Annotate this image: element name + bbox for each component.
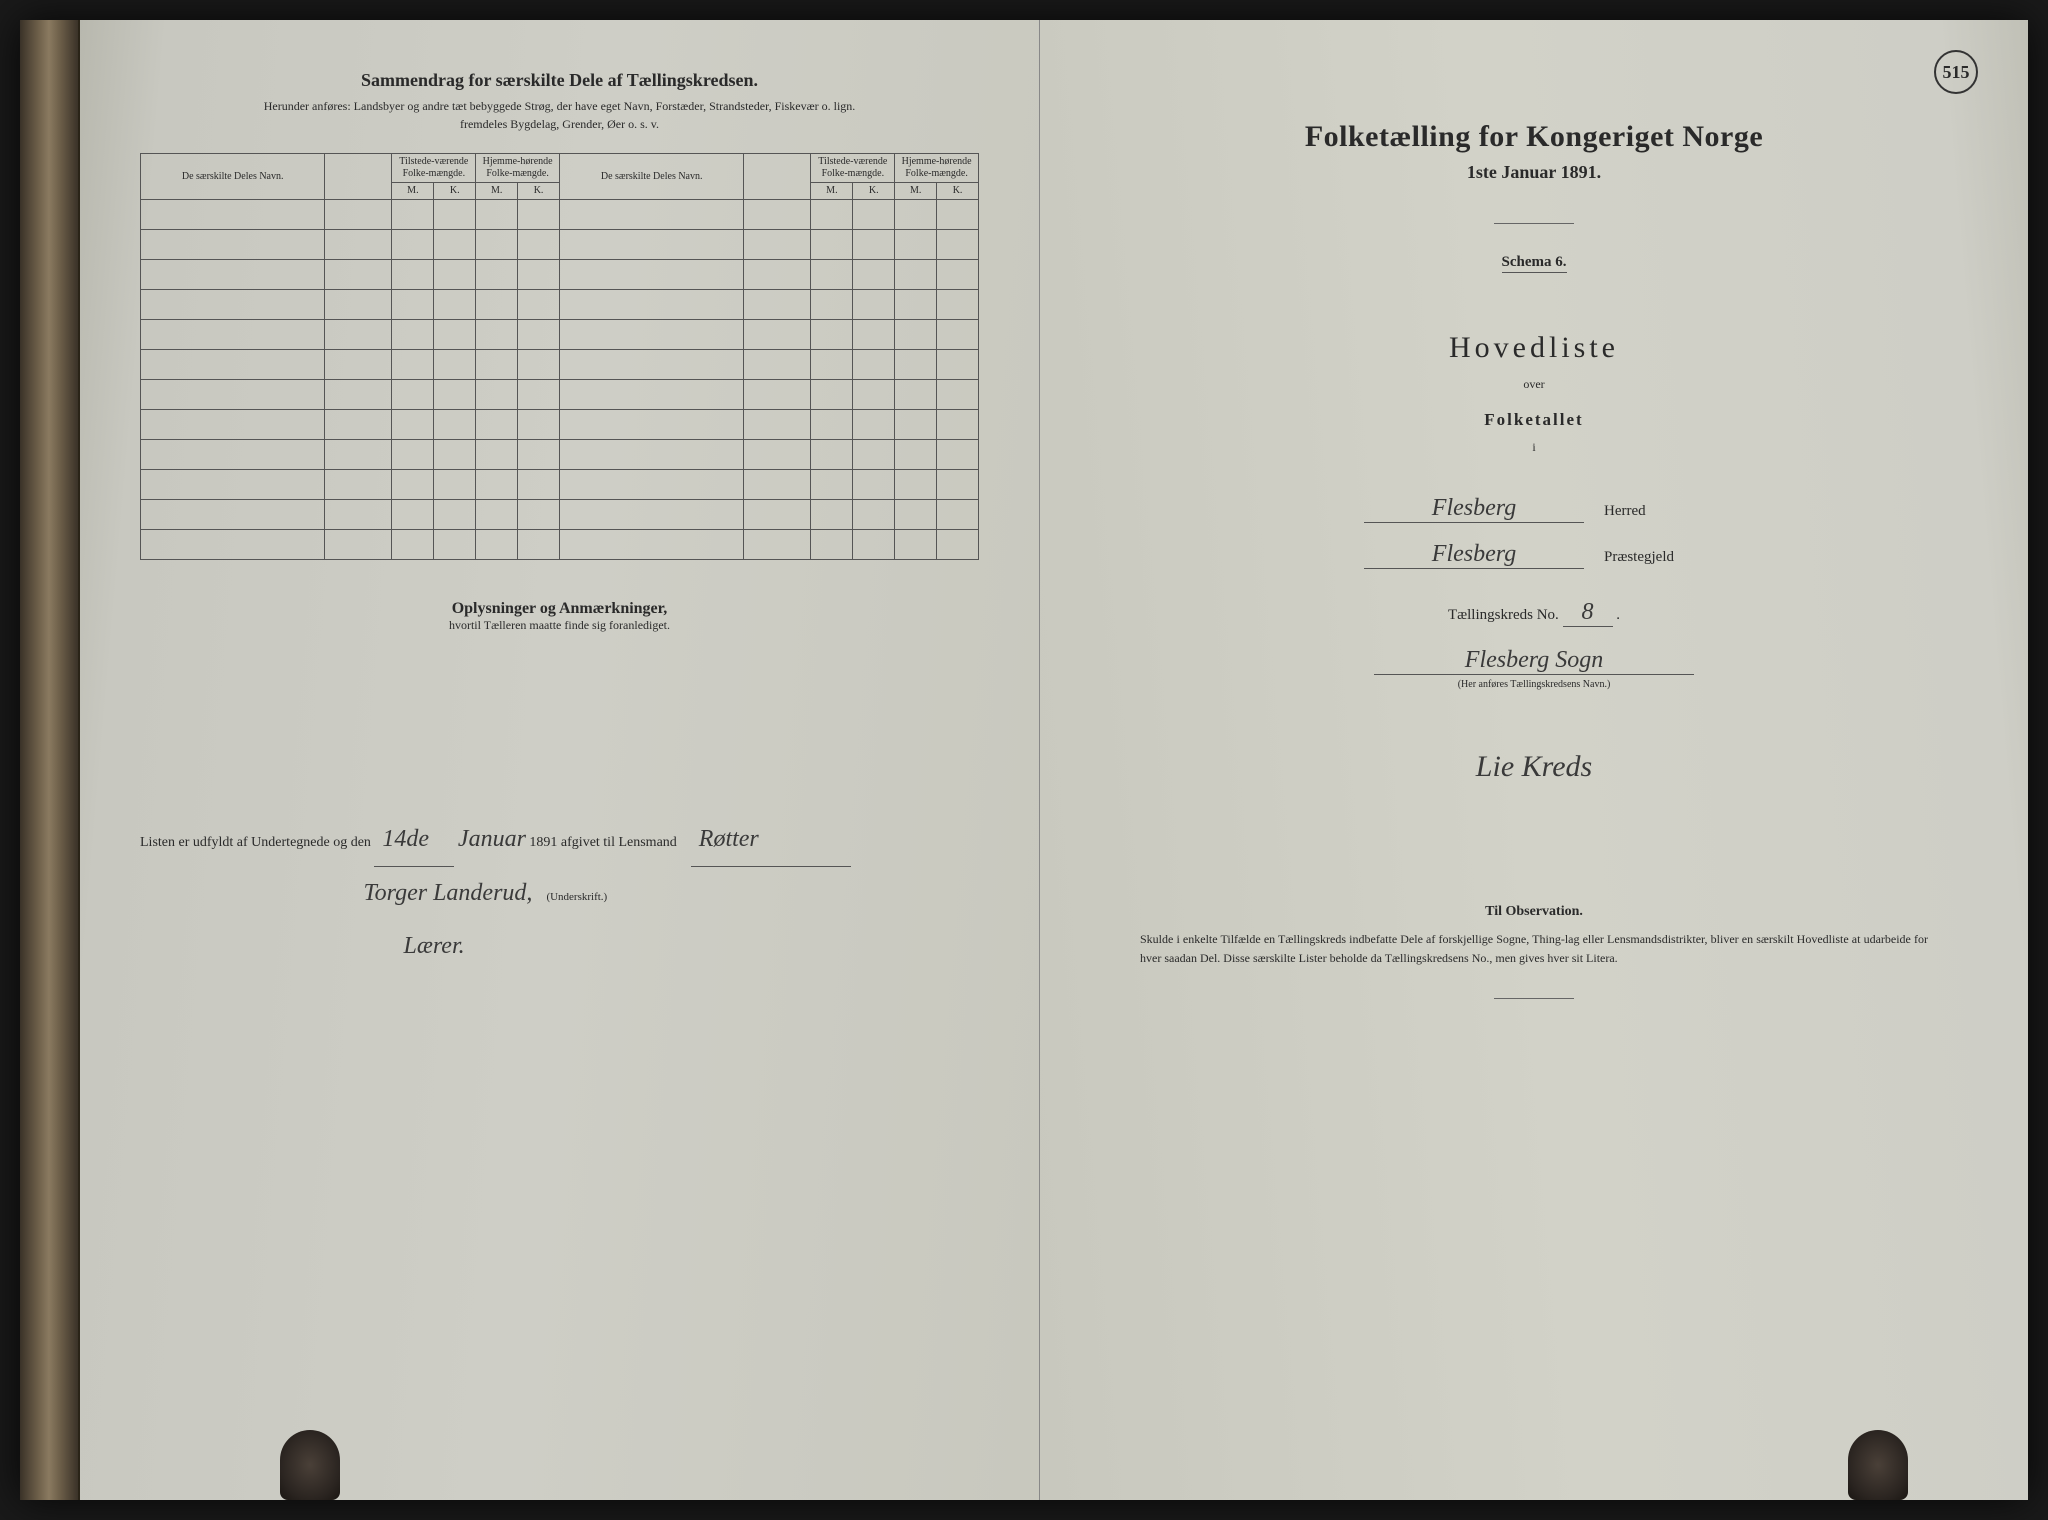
left-subtitle: Herunder anføres: Landsbyer og andre tæt… bbox=[140, 97, 979, 133]
th-navn2: De særskilte Deles Navn. bbox=[560, 154, 744, 200]
table-row bbox=[141, 230, 979, 260]
sig-day: 14de bbox=[374, 813, 454, 867]
over-label: over bbox=[1100, 377, 1968, 392]
kreds-name-row: Lie Kreds bbox=[1100, 750, 1968, 784]
schema-text: Schema 6. bbox=[1502, 254, 1567, 273]
th-k2: K. bbox=[518, 183, 560, 200]
th-huslisters bbox=[325, 154, 392, 200]
divider-bottom bbox=[1494, 998, 1574, 999]
folketallet-label: Folketallet bbox=[1100, 410, 1968, 430]
table-row bbox=[141, 260, 979, 290]
book-clip-right bbox=[1848, 1430, 1908, 1500]
subtitle-line2: fremdeles Bygdelag, Grender, Øer o. s. v… bbox=[460, 117, 659, 131]
th-m2: M. bbox=[476, 183, 518, 200]
sig-month: Januar bbox=[458, 826, 526, 852]
th-navn: De særskilte Deles Navn. bbox=[141, 154, 325, 200]
table-row bbox=[141, 200, 979, 230]
hovedliste-heading: Hovedliste bbox=[1100, 331, 1968, 365]
table-row bbox=[141, 320, 979, 350]
herred-value: Flesberg bbox=[1364, 495, 1584, 523]
praestegjeld-label: Præstegjeld bbox=[1604, 549, 1704, 566]
census-table: De særskilte Deles Navn. Tilstede-værend… bbox=[140, 153, 979, 560]
table-row bbox=[141, 350, 979, 380]
table-row bbox=[141, 410, 979, 440]
th-k1: K. bbox=[434, 183, 476, 200]
book-clip-left bbox=[280, 1430, 340, 1500]
th-k3: K. bbox=[853, 183, 895, 200]
right-page: 515 Folketælling for Kongeriget Norge 1s… bbox=[1040, 20, 2028, 1500]
praestegjeld-value: Flesberg bbox=[1364, 541, 1584, 569]
observation-text: Skulde i enkelte Tilfælde en Tællingskre… bbox=[1100, 930, 1968, 968]
th-hjemme2: Hjemme-hørende Folke-mængde. bbox=[895, 154, 979, 183]
praestegjeld-row: Flesberg Præstegjeld bbox=[1100, 541, 1968, 569]
table-row bbox=[141, 380, 979, 410]
th-k4: K. bbox=[937, 183, 979, 200]
kreds-name-value: Lie Kreds bbox=[1476, 750, 1592, 783]
kreds-no-value: 8 bbox=[1563, 599, 1613, 627]
sig-year: 1891 afgivet til Lensmand bbox=[529, 835, 676, 850]
kreds-no-row: Tællingskreds No. 8 . bbox=[1100, 599, 1968, 627]
subtitle-line1: Herunder anføres: Landsbyer og andre tæt… bbox=[264, 99, 856, 113]
left-page: Sammendrag for særskilte Dele af Tælling… bbox=[80, 20, 1040, 1500]
table-row bbox=[141, 470, 979, 500]
th-huslisters2 bbox=[744, 154, 811, 200]
th-tilstede: Tilstede-værende Folke-mængde. bbox=[392, 154, 476, 183]
book-spread: Sammendrag for særskilte Dele af Tælling… bbox=[20, 20, 2028, 1500]
lensmand-name: Røtter bbox=[691, 813, 851, 867]
signature-block: Listen er udfyldt af Undertegnede og den… bbox=[140, 813, 979, 972]
signer-name: Torger Landerud, bbox=[364, 880, 533, 906]
main-title: Folketælling for Kongeriget Norge bbox=[1100, 120, 1968, 154]
table-row bbox=[141, 530, 979, 560]
table-body bbox=[141, 200, 979, 560]
th-tilstede2: Tilstede-værende Folke-mængde. bbox=[811, 154, 895, 183]
notes-subtitle: hvortil Tælleren maatte finde sig foranl… bbox=[140, 618, 979, 633]
th-hjemme: Hjemme-hørende Folke-mængde. bbox=[476, 154, 560, 183]
th-m4: M. bbox=[895, 183, 937, 200]
book-spine bbox=[20, 20, 80, 1500]
th-m3: M. bbox=[811, 183, 853, 200]
kreds-label: Tællingskreds No. bbox=[1448, 607, 1559, 623]
underskrift-label: (Underskrift.) bbox=[546, 891, 607, 903]
signer-title: Lærer. bbox=[404, 933, 465, 959]
page-number: 515 bbox=[1934, 50, 1978, 94]
schema-label: Schema 6. bbox=[1100, 254, 1968, 271]
table-row bbox=[141, 500, 979, 530]
sig-prefix: Listen er udfyldt af Undertegnede og den bbox=[140, 835, 371, 850]
census-date: 1ste Januar 1891. bbox=[1100, 162, 1968, 183]
left-section-title: Sammendrag for særskilte Dele af Tælling… bbox=[140, 70, 979, 91]
herred-row: Flesberg Herred bbox=[1100, 495, 1968, 523]
th-m1: M. bbox=[392, 183, 434, 200]
table-row bbox=[141, 290, 979, 320]
observation-title: Til Observation. bbox=[1100, 904, 1968, 920]
sogn-value: Flesberg Sogn bbox=[1374, 647, 1694, 675]
i-label: i bbox=[1100, 440, 1968, 455]
sogn-row: Flesberg Sogn bbox=[1100, 647, 1968, 675]
divider bbox=[1494, 223, 1574, 224]
table-row bbox=[141, 440, 979, 470]
sogn-caption: (Her anføres Tællingskredsens Navn.) bbox=[1100, 679, 1968, 690]
herred-label: Herred bbox=[1604, 503, 1704, 520]
notes-title: Oplysninger og Anmærkninger, bbox=[140, 600, 979, 618]
